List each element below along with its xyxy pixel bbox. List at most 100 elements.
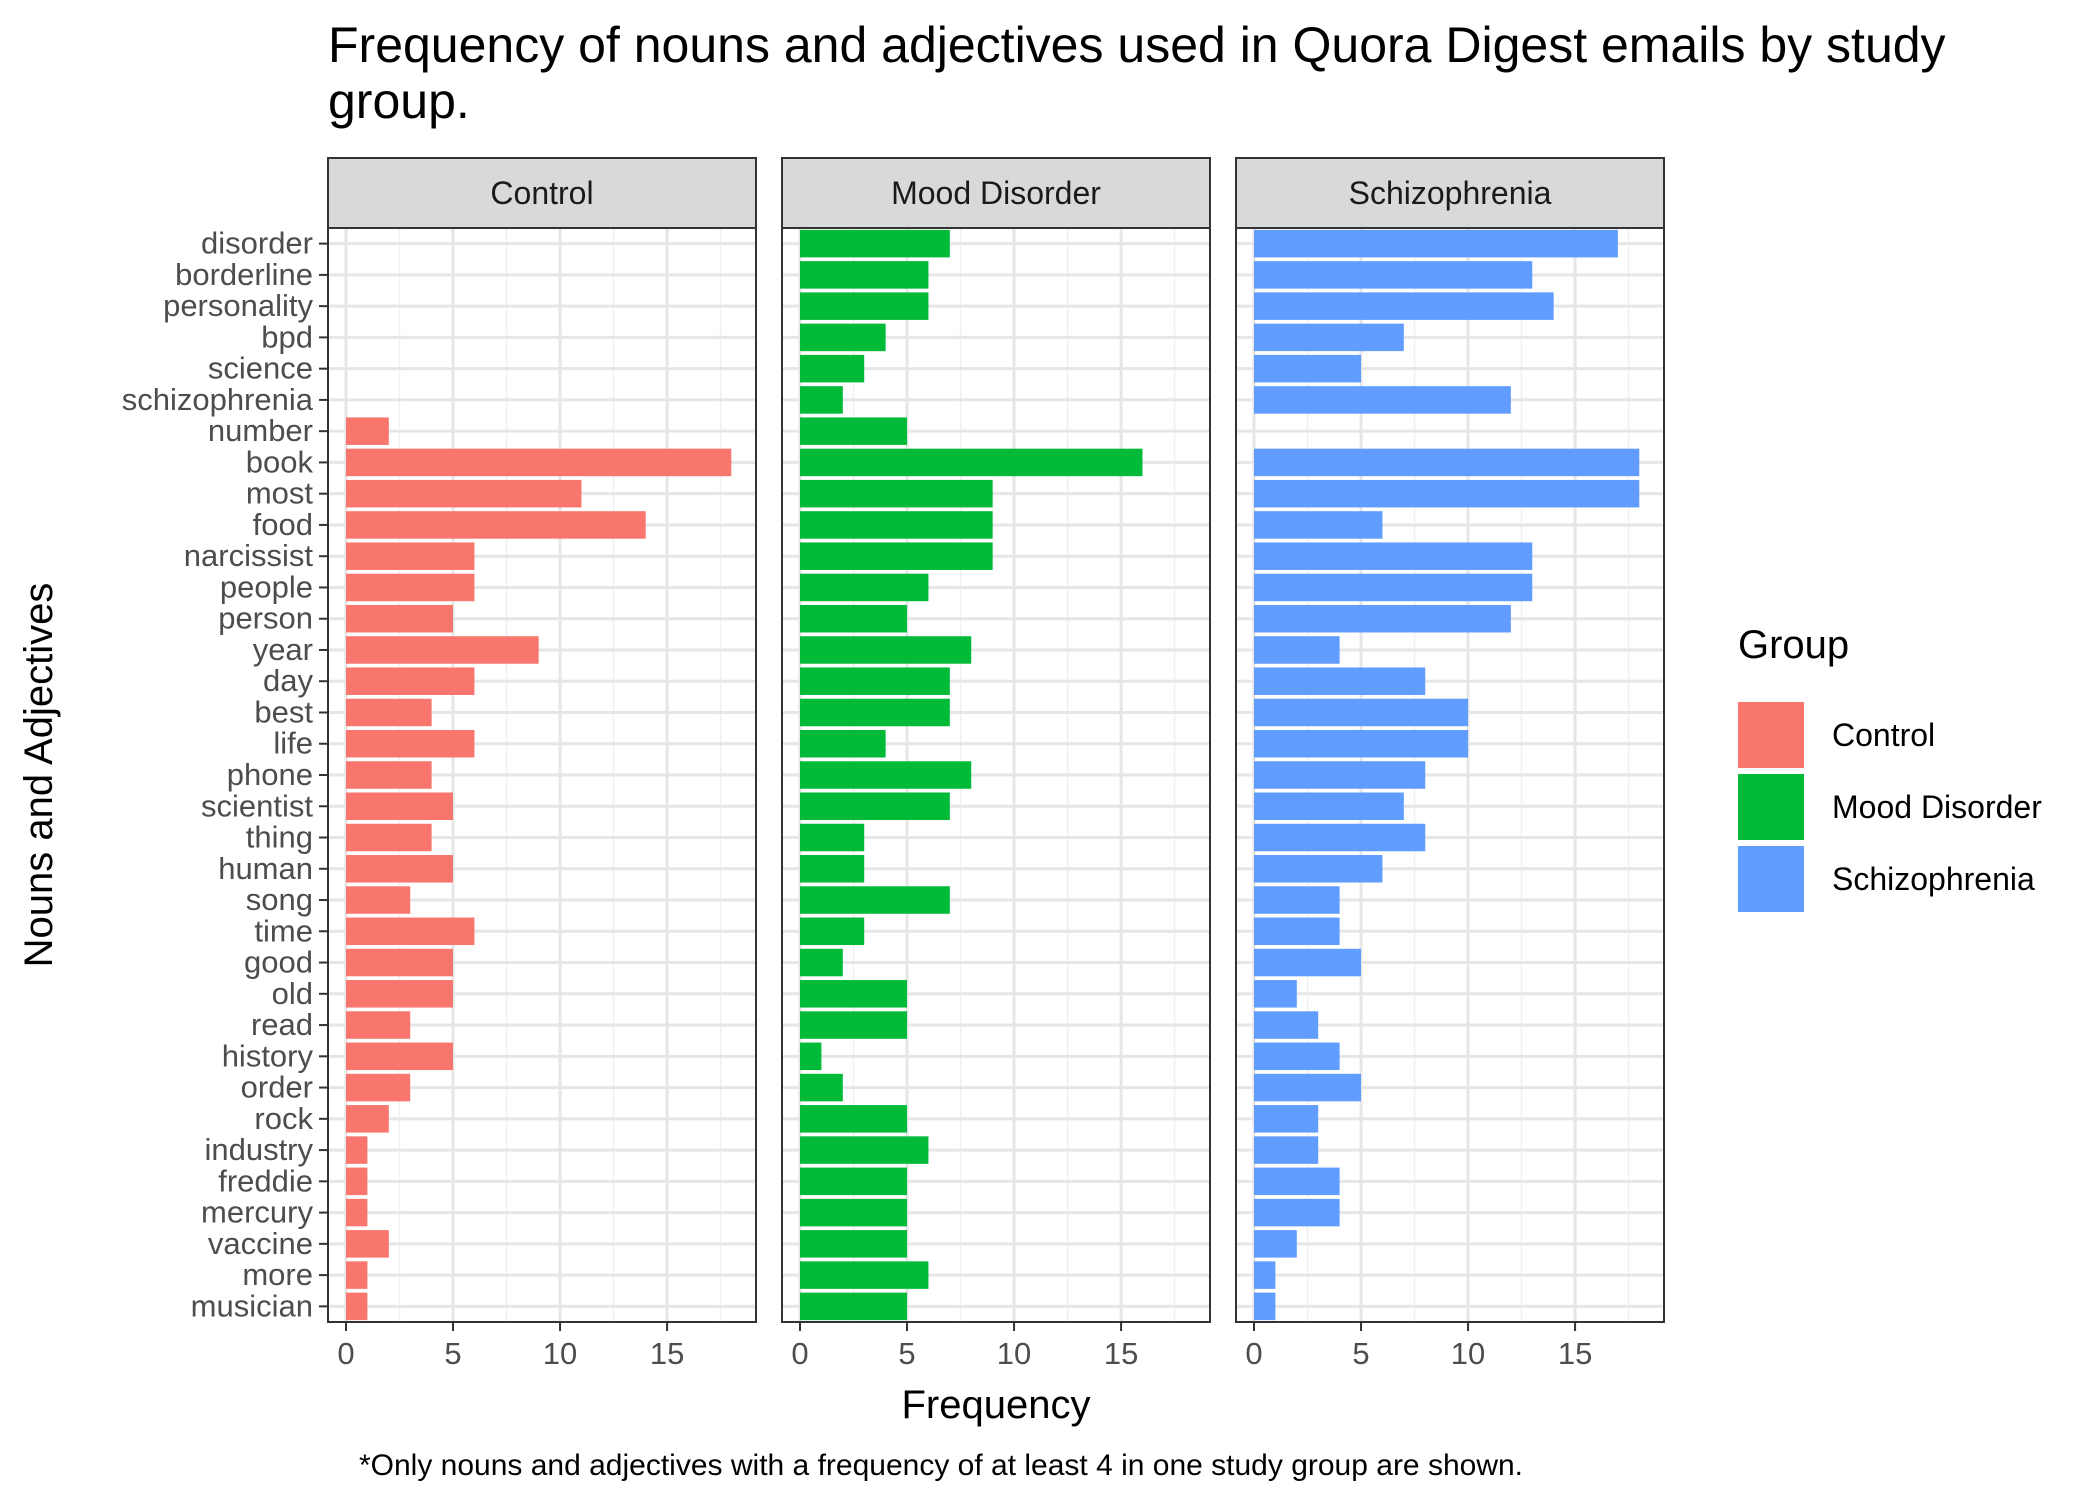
y-tick-label-industry: industry <box>204 1132 313 1167</box>
legend-key-mood-disorder <box>1738 774 1804 840</box>
bar-mood-disorder-best <box>800 698 950 727</box>
x-tick-label: 15 <box>650 1336 684 1371</box>
x-axis-title: Frequency <box>902 1383 1091 1427</box>
bar-control-thing <box>346 823 432 852</box>
bar-mood-disorder-life <box>800 729 886 758</box>
bar-schizophrenia-disorder <box>1254 229 1618 258</box>
bar-control-freddie <box>346 1167 368 1196</box>
bar-schizophrenia-year <box>1254 636 1340 664</box>
bar-mood-disorder-bpd <box>800 323 886 352</box>
bar-mood-disorder-vaccine <box>800 1230 908 1258</box>
bar-control-rock <box>346 1105 389 1133</box>
bar-mood-disorder-number <box>800 417 908 445</box>
bar-schizophrenia-human <box>1254 855 1383 883</box>
y-tick-label-personality: personality <box>163 288 313 323</box>
y-tick-label-person: person <box>218 601 313 636</box>
y-tick-label-more: more <box>242 1257 313 1292</box>
bar-mood-disorder-industry <box>800 1136 929 1164</box>
bar-schizophrenia-people <box>1254 573 1533 602</box>
bar-schizophrenia-read <box>1254 1011 1319 1039</box>
bar-schizophrenia-narcissist <box>1254 542 1533 570</box>
bar-schizophrenia-history <box>1254 1042 1340 1071</box>
bar-schizophrenia-borderline <box>1254 261 1533 289</box>
bar-schizophrenia-life <box>1254 729 1469 758</box>
bar-mood-disorder-scientist <box>800 792 950 821</box>
y-tick-label-song: song <box>246 882 313 917</box>
bar-mood-disorder-person <box>800 604 908 633</box>
y-tick-label-book: book <box>246 444 314 479</box>
bar-schizophrenia-person <box>1254 604 1511 633</box>
bar-control-old <box>346 980 454 1008</box>
bar-control-order <box>346 1073 411 1102</box>
bar-control-good <box>346 948 454 977</box>
bar-schizophrenia-book <box>1254 448 1640 477</box>
y-tick-label-best: best <box>254 694 313 729</box>
y-tick-label-most: most <box>246 476 314 511</box>
bar-control-people <box>346 573 475 602</box>
x-tick-label: 0 <box>791 1336 808 1371</box>
y-tick-label-thing: thing <box>246 820 313 855</box>
y-tick-label-good: good <box>244 945 313 980</box>
x-tick-label: 15 <box>1558 1336 1592 1371</box>
bar-control-vaccine <box>346 1230 389 1258</box>
facet-label-schizophrenia: Schizophrenia <box>1349 175 1552 211</box>
bar-schizophrenia-phone <box>1254 761 1426 789</box>
bar-schizophrenia-rock <box>1254 1105 1319 1133</box>
bar-mood-disorder-book <box>800 448 1143 477</box>
bar-control-food <box>346 511 646 539</box>
bar-control-history <box>346 1042 454 1071</box>
bar-schizophrenia-old <box>1254 980 1297 1008</box>
facet-label-control: Control <box>490 175 593 211</box>
x-tick-label: 10 <box>997 1336 1031 1371</box>
legend-key-control <box>1738 702 1804 768</box>
chart-caption: *Only nouns and adjectives with a freque… <box>359 1449 1523 1482</box>
bar-mood-disorder-time <box>800 917 865 946</box>
bar-control-more <box>346 1261 368 1289</box>
facet-strip-control <box>327 157 757 229</box>
bar-mood-disorder-science <box>800 354 865 383</box>
y-tick-label-science: science <box>208 351 313 386</box>
y-tick-label-life: life <box>273 726 313 761</box>
bar-control-industry <box>346 1136 368 1164</box>
bar-mood-disorder-day <box>800 667 950 695</box>
bar-schizophrenia-food <box>1254 511 1383 539</box>
facet-strip-mood-disorder <box>781 157 1211 229</box>
bar-mood-disorder-disorder <box>800 229 950 258</box>
bar-control-book <box>346 448 732 477</box>
y-tick-label-narcissist: narcissist <box>184 538 314 573</box>
bar-schizophrenia-song <box>1254 886 1340 914</box>
bar-mood-disorder-musician <box>800 1292 908 1321</box>
x-tick-label: 10 <box>1451 1336 1485 1371</box>
bar-control-human <box>346 855 454 883</box>
bar-mood-disorder-read <box>800 1011 908 1039</box>
bar-mood-disorder-thing <box>800 823 865 852</box>
bar-mood-disorder-song <box>800 886 950 914</box>
y-tick-label-human: human <box>218 851 313 886</box>
bar-control-most <box>346 479 582 508</box>
bar-control-day <box>346 667 475 695</box>
bar-schizophrenia-vaccine <box>1254 1230 1297 1258</box>
y-tick-label-freddie: freddie <box>218 1163 313 1198</box>
bar-mood-disorder-rock <box>800 1105 908 1133</box>
y-tick-label-phone: phone <box>227 757 313 792</box>
y-tick-label-order: order <box>241 1070 313 1105</box>
legend-title: Group <box>1738 623 1849 667</box>
bar-control-person <box>346 604 454 633</box>
bar-mood-disorder-year <box>800 636 972 664</box>
bar-control-musician <box>346 1292 368 1321</box>
bar-schizophrenia-time <box>1254 917 1340 946</box>
bar-schizophrenia-day <box>1254 667 1426 695</box>
bar-schizophrenia-most <box>1254 479 1640 508</box>
bar-schizophrenia-freddie <box>1254 1167 1340 1196</box>
y-tick-label-scientist: scientist <box>201 788 313 823</box>
y-tick-label-history: history <box>222 1038 314 1073</box>
y-tick-label-people: people <box>220 569 313 604</box>
bar-mood-disorder-phone <box>800 761 972 789</box>
bar-schizophrenia-industry <box>1254 1136 1319 1164</box>
bar-control-best <box>346 698 432 727</box>
bar-control-phone <box>346 761 432 789</box>
x-tick-label: 5 <box>898 1336 915 1371</box>
bar-mood-disorder-food <box>800 511 993 539</box>
bar-mood-disorder-good <box>800 948 843 977</box>
